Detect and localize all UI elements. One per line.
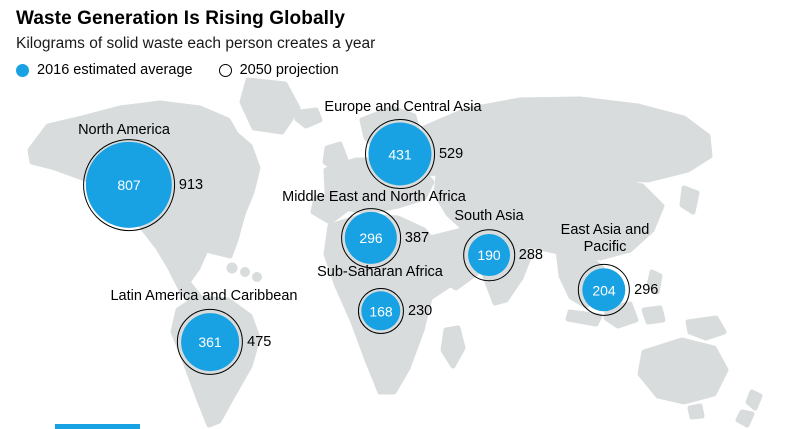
map-tasmania — [687, 403, 705, 420]
legend: 2016 estimated average 2050 projection — [16, 62, 339, 78]
chart-subtitle: Kilograms of solid waste each person cre… — [16, 35, 376, 52]
map-caribbean-island — [252, 272, 262, 282]
projection-value: 387 — [404, 230, 430, 246]
map-sumatra-java — [565, 309, 603, 327]
projection-circle — [577, 263, 631, 317]
map-caribbean-island — [240, 267, 250, 277]
region-label: Europe and Central Asia — [324, 99, 482, 115]
projection-circle — [357, 287, 405, 335]
region-label: Middle East and North Africa — [282, 189, 466, 205]
projection-circle — [463, 229, 515, 281]
outline-circle-icon — [218, 63, 232, 77]
map-new-zealand — [735, 389, 763, 428]
map-iceland — [294, 107, 323, 129]
estimate-circle: 807 — [85, 141, 173, 229]
estimate-circle: 168 — [361, 291, 401, 331]
filled-circle-icon — [16, 63, 29, 77]
legend-label-2050: 2050 projection — [239, 62, 339, 78]
region-label: North America — [78, 122, 170, 138]
legend-label-2016: 2016 estimated average — [37, 62, 193, 78]
map-japan — [679, 185, 700, 215]
map-iberia — [310, 191, 349, 225]
map-greenland — [239, 77, 301, 135]
map-caribbean-island — [226, 262, 238, 274]
chart-title: Waste Generation Is Rising Globally — [16, 8, 346, 29]
legend-item-2016: 2016 estimated average — [16, 62, 193, 78]
estimate-circle: 190 — [468, 234, 510, 276]
map-new-guinea — [685, 315, 727, 341]
region-label: East Asia and Pacific — [560, 222, 650, 255]
projection-value: 913 — [178, 177, 204, 193]
bottom-blue-bar — [55, 424, 140, 429]
legend-item-2050: 2050 projection — [218, 62, 339, 78]
estimate-circle: 204 — [582, 268, 626, 312]
projection-circle — [365, 119, 435, 189]
projection-circle — [341, 208, 401, 268]
projection-value: 288 — [518, 247, 543, 263]
projection-value: 529 — [438, 146, 464, 162]
estimate-circle: 431 — [368, 122, 432, 186]
projection-circle — [176, 308, 244, 376]
map-madagascar — [440, 325, 466, 369]
estimate-circle: 296 — [344, 211, 398, 265]
map-sulawesi — [641, 305, 666, 325]
projection-circle — [83, 139, 175, 231]
region-label: Sub-Saharan Africa — [317, 264, 443, 280]
map-australia — [637, 337, 729, 405]
projection-value: 296 — [634, 282, 659, 298]
estimate-circle: 361 — [181, 313, 239, 371]
region-label: South Asia — [454, 208, 524, 224]
map-philippines — [646, 269, 663, 295]
region-label: Latin America and Caribbean — [110, 288, 298, 304]
projection-value: 475 — [247, 334, 272, 350]
projection-value: 230 — [408, 303, 433, 319]
